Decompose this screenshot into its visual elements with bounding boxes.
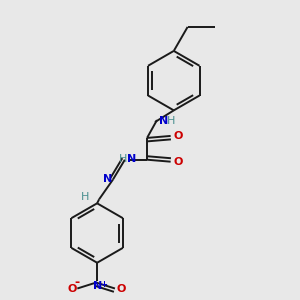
Text: +: +	[100, 280, 107, 289]
Text: -: -	[74, 276, 80, 289]
Text: N: N	[127, 154, 136, 164]
Text: H: H	[167, 116, 175, 126]
Text: O: O	[174, 157, 183, 167]
Text: H: H	[81, 192, 90, 203]
Text: H: H	[119, 154, 127, 164]
Text: N: N	[93, 280, 102, 290]
Text: O: O	[174, 131, 183, 141]
Text: N: N	[103, 173, 112, 184]
Text: N: N	[159, 116, 168, 126]
Text: O: O	[68, 284, 77, 293]
Text: O: O	[117, 284, 126, 293]
